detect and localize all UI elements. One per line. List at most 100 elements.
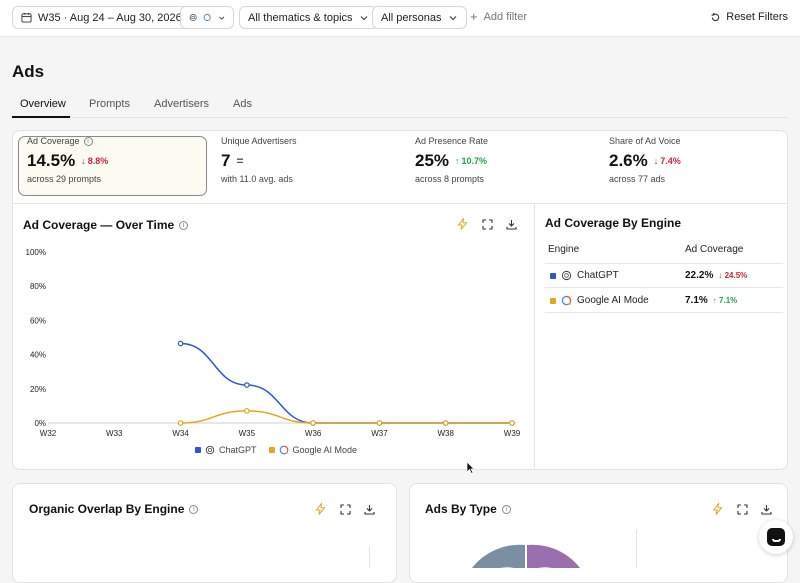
tab-overview[interactable]: Overview (20, 98, 66, 110)
coverage-value: 7.1% (685, 295, 708, 306)
table-row-chatgpt[interactable]: ChatGPT (550, 270, 619, 281)
insights-bolt-icon[interactable] (455, 217, 469, 231)
donut-slice-2 (527, 544, 580, 568)
metric-value: 2.6% (609, 151, 648, 170)
chart-title: Ad Coverage — Over Time i (23, 218, 189, 232)
divider (636, 530, 637, 568)
delta-value: 24.5% (724, 271, 748, 280)
delta-badge: ↓ 7.4% (654, 156, 681, 166)
metric-ad-presence-rate[interactable]: Ad Presence Rate 25% ↑ 10.7% across 8 pro… (415, 136, 488, 196)
organic-overlap-title: Organic Overlap By Engine i (29, 502, 199, 516)
ads-by-type-title-text: Ads By Type (425, 502, 497, 516)
delta-value: 7.1% (719, 296, 738, 305)
y-tick-label: 100% (26, 248, 46, 257)
arrow-up-icon: ↑ (712, 296, 717, 305)
google-ai-icon (203, 13, 211, 22)
delta-value: 8.8% (87, 156, 109, 166)
engine-table-title: Ad Coverage By Engine (545, 216, 682, 230)
data-point (244, 408, 250, 414)
delta-value: 7.4% (660, 156, 681, 166)
metric-ad-coverage[interactable]: Ad Coverage i 14.5% ↓ 8.8% across 29 promp… (27, 136, 108, 196)
arrow-up-icon: ↑ (455, 156, 460, 166)
series-line-google-ai-mode (180, 410, 512, 424)
tab-prompts[interactable]: Prompts (89, 98, 130, 110)
row-divider (545, 263, 783, 264)
tab-advertisers[interactable]: Advertisers (154, 98, 210, 110)
y-tick-label: 80% (30, 282, 46, 291)
tab-bar: Overview Prompts Advertisers Ads (12, 92, 788, 118)
column-header-ad-coverage[interactable]: Ad Coverage (685, 244, 744, 255)
info-icon[interactable]: i (179, 220, 189, 230)
legend-swatch (195, 447, 201, 453)
x-tick-label: W32 (40, 429, 57, 438)
data-point (310, 420, 316, 426)
coverage-cell: 22.2% ↓ 24.5% (685, 270, 747, 281)
insights-bolt-icon[interactable] (313, 502, 327, 516)
metric-value: 25% (415, 151, 450, 170)
download-icon[interactable] (504, 217, 518, 231)
metric-value: 7 (221, 151, 231, 170)
delta-badge: = (236, 154, 244, 168)
expand-icon[interactable] (480, 217, 494, 231)
download-icon[interactable] (362, 502, 376, 516)
table-row-google-ai-mode[interactable]: Google AI Mode (550, 295, 649, 306)
chat-support-button[interactable] (759, 520, 793, 554)
delta-badge: ↓ 8.8% (81, 156, 108, 166)
engine-filter[interactable] (180, 6, 234, 29)
insights-bolt-icon[interactable] (710, 502, 724, 516)
column-header-engine[interactable]: Engine (548, 244, 580, 255)
chart-legend: ChatGPT Google AI Mode (195, 445, 357, 455)
metric-subtext: across 8 prompts (415, 174, 485, 184)
legend-label: Google AI Mode (292, 445, 358, 455)
data-point (177, 340, 184, 347)
metric-card-selected[interactable] (18, 136, 207, 196)
download-icon[interactable] (759, 502, 773, 516)
delta-badge: ↑ 10.7% (455, 156, 487, 166)
delta-badge: ↑ 7.1% (713, 296, 737, 305)
mouse-cursor-icon (466, 461, 475, 474)
x-tick-label: W34 (172, 429, 189, 438)
add-filter-button[interactable]: + Add filter (470, 10, 527, 23)
data-point (442, 420, 449, 426)
chevron-down-icon (218, 16, 224, 20)
metric-label: Ad Coverage (27, 136, 80, 146)
reset-filters-button[interactable]: Reset Filters (710, 11, 788, 23)
row-divider (545, 287, 783, 288)
google-ai-icon (561, 295, 572, 306)
info-icon[interactable]: i (83, 136, 93, 146)
x-tick-label: W35 (239, 429, 256, 438)
divider (369, 546, 370, 568)
metric-label: Ad Presence Rate (415, 136, 489, 146)
personas-filter[interactable]: All personas (372, 6, 467, 29)
y-tick-label: 0% (34, 419, 46, 428)
metric-subtext: across 29 prompts (27, 174, 102, 184)
metric-label: Unique Advertisers (221, 136, 297, 146)
thematics-label: All thematics & topics (248, 11, 353, 24)
openai-icon (561, 270, 572, 281)
metric-share-of-ad-voice[interactable]: Share of Ad Voice 2.6% ↓ 7.4% across 77 a… (609, 136, 681, 196)
info-icon[interactable]: i (189, 504, 199, 514)
info-icon[interactable]: i (501, 504, 511, 514)
metric-unique-advertisers[interactable]: Unique Advertisers 7 = with 11.0 avg. ad… (221, 136, 297, 196)
active-tab-indicator (12, 116, 70, 118)
delta-badge: ↓ 24.5% (718, 271, 747, 280)
expand-icon[interactable] (735, 502, 749, 516)
legend-item-google-ai-mode[interactable]: Google AI Mode (268, 445, 358, 455)
x-tick-label: W37 (371, 429, 388, 438)
metric-subtext: with 11.0 avg. ads (221, 174, 293, 184)
date-range-picker[interactable]: W35 · Aug 24 – Aug 30, 2026 (12, 6, 191, 29)
x-tick-label: W38 (437, 429, 454, 438)
legend-item-chatgpt[interactable]: ChatGPT (195, 445, 257, 455)
arrow-down-icon: ↓ (81, 156, 86, 166)
tab-ads[interactable]: Ads (233, 98, 252, 110)
metric-subtext: across 77 ads (609, 174, 666, 184)
chevron-down-icon (360, 15, 367, 20)
coverage-value: 22.2% (685, 270, 714, 281)
arrow-down-icon: ↓ (718, 271, 723, 280)
thematics-filter[interactable]: All thematics & topics (239, 6, 378, 29)
legend-swatch (268, 447, 275, 453)
personas-label: All personas (381, 11, 442, 24)
expand-icon[interactable] (338, 502, 352, 516)
divider (534, 204, 535, 469)
openai-icon (189, 14, 197, 21)
